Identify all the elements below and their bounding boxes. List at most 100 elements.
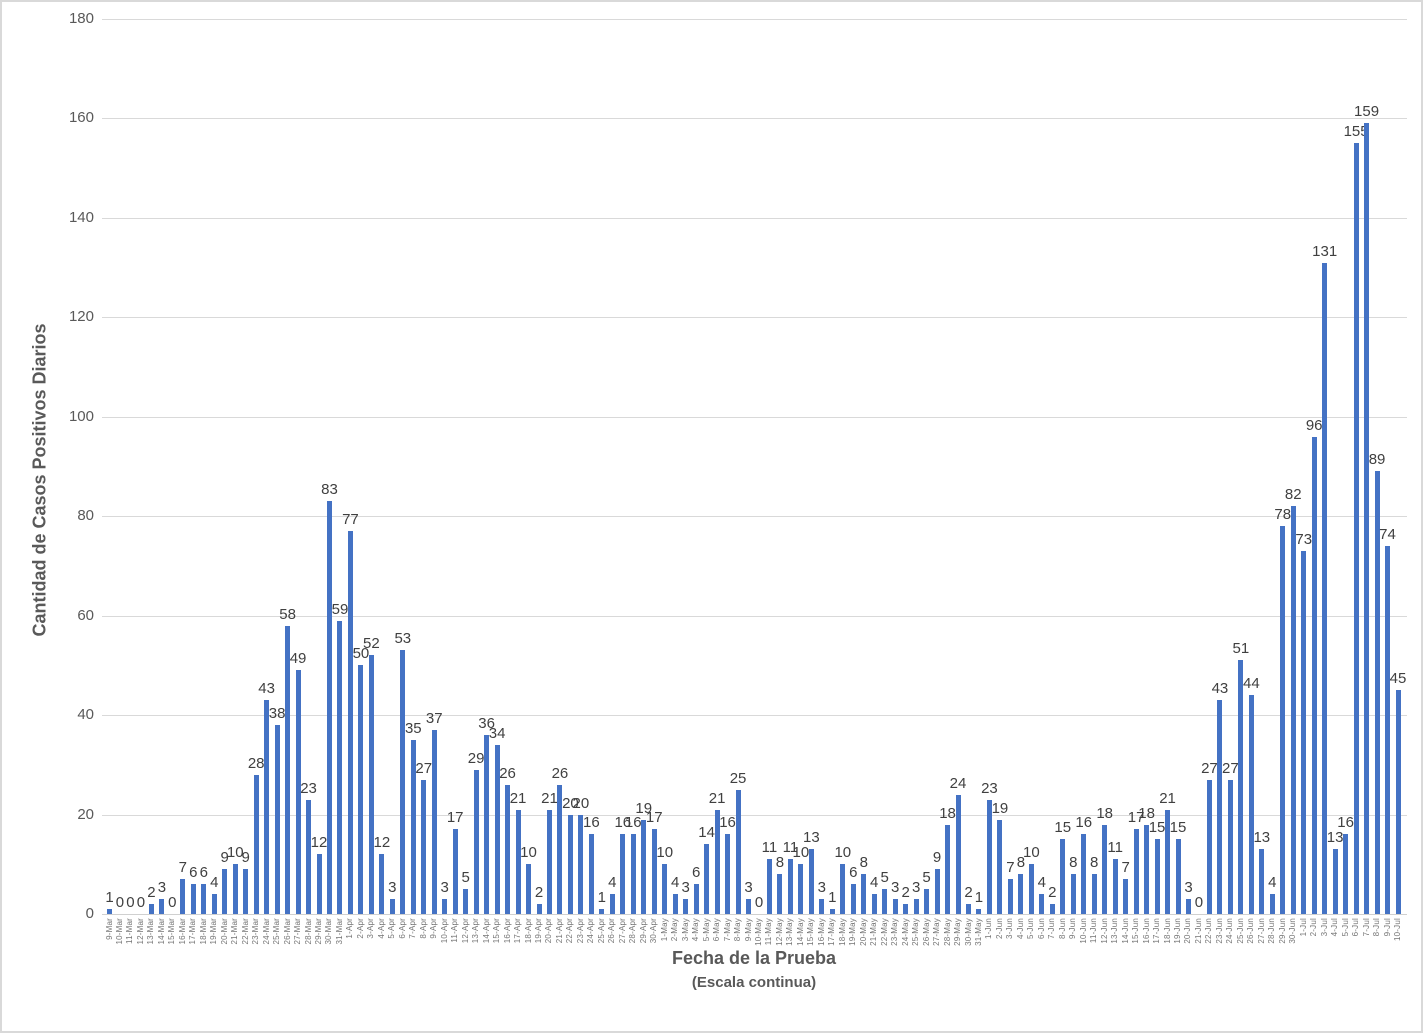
bar-value-label: 10 [226, 844, 244, 862]
x-tick-label: 24-May [900, 918, 910, 946]
bar-value-label: 37 [425, 710, 443, 728]
bar-value-label: 24 [949, 774, 967, 792]
bar-value-label: 20 [562, 794, 579, 812]
x-tick-label: 17-Mar [188, 918, 198, 945]
x-tick-label: 14-May [795, 918, 805, 946]
x-tick-label: 20-Apr [544, 918, 554, 944]
bar [473, 769, 479, 914]
bar [1206, 779, 1212, 914]
bar [1123, 879, 1129, 914]
x-tick-label: 14-Mar [156, 918, 166, 945]
bar-value-label: 5 [880, 869, 889, 887]
bar-value-label: 4 [210, 874, 219, 892]
bar-value-label: 4 [1037, 874, 1046, 892]
y-axis-title: Cantidad de Casos Positivos Diarios [29, 323, 50, 637]
bar-value-label: 21 [509, 789, 527, 807]
x-tick-label: 12-Jun [1099, 918, 1109, 944]
bar [494, 744, 500, 914]
bar [180, 879, 186, 914]
x-tick-label: 1-Apr [345, 918, 355, 939]
bar [347, 531, 353, 914]
bar [1238, 660, 1244, 914]
bar [148, 904, 154, 914]
x-axis-subtitle: (Escala continua) [691, 974, 817, 991]
bar [693, 884, 699, 914]
bar [892, 899, 898, 914]
x-tick-label: 27-May [932, 918, 942, 946]
bar-value-label: 58 [279, 605, 296, 623]
bar-value-label: 18 [1096, 804, 1114, 822]
bar-value-label: 23 [981, 779, 998, 797]
bar [1007, 879, 1013, 914]
bar [222, 869, 228, 914]
bar [861, 874, 867, 914]
x-tick-label: 28-Mar [303, 918, 313, 945]
bar-value-label: 9 [241, 849, 250, 867]
bar-value-label: 8 [775, 854, 785, 872]
gridline [102, 815, 1407, 816]
bar [609, 894, 615, 914]
bar-value-label: 17 [446, 809, 464, 827]
x-tick-label: 18-Mar [198, 918, 208, 945]
x-tick-label: 3-Apr [366, 918, 376, 939]
x-tick-label: 15-May [806, 918, 816, 946]
y-tick-label: 120 [68, 308, 94, 325]
bar-value-label: 16 [1075, 814, 1093, 832]
x-tick-label: 27-Apr [617, 918, 627, 944]
bar-value-label: 13 [1326, 829, 1344, 847]
bar-value-label: 3 [681, 879, 690, 897]
x-tick-label: 4-Apr [376, 918, 386, 939]
x-tick-label: 29-Apr [638, 918, 648, 944]
x-tick-label: 7-Apr [408, 918, 418, 939]
x-tick-label: 14-Jun [1120, 918, 1130, 944]
bar [588, 834, 594, 914]
x-tick-label: 30-Jun [1288, 918, 1298, 944]
x-tick-label: 8-Jun [1057, 918, 1067, 940]
bar [704, 844, 710, 914]
x-tick-label: 6-May [712, 918, 722, 942]
bar [1301, 551, 1307, 914]
bar [986, 799, 992, 914]
bar [1248, 695, 1254, 914]
bar [515, 809, 521, 914]
bar-value-label: 78 [1274, 506, 1292, 524]
bar-value-label: 0 [754, 894, 764, 911]
x-tick-label: 12-Mar [135, 918, 145, 945]
x-tick-label: 30-Apr [649, 918, 659, 944]
bar-value-label: 159 [1354, 103, 1380, 121]
x-tick-label: 31-May [973, 918, 983, 946]
bar [641, 819, 647, 914]
x-tick-label: 15-Mar [167, 918, 177, 945]
x-tick-label: 19-Jun [1173, 918, 1182, 944]
y-tick-label: 80 [77, 507, 94, 524]
x-tick-label: 25-Apr [596, 918, 606, 944]
bar-value-label: 10 [1023, 844, 1040, 862]
x-tick-label: 18-May [837, 918, 847, 946]
y-tick-label: 180 [68, 10, 94, 27]
x-tick-label: 20-Jun [1183, 918, 1193, 944]
bar-value-label: 45 [1389, 670, 1407, 688]
x-tick-label: 11-May [764, 918, 774, 946]
bar [1269, 894, 1275, 914]
bar [285, 625, 291, 914]
bar [1311, 436, 1317, 914]
bar [368, 655, 374, 914]
x-tick-label: 13-Mar [146, 918, 156, 945]
bar [253, 774, 259, 914]
bar-value-label: 96 [1305, 416, 1323, 434]
bar [410, 739, 416, 914]
x-tick-label: 19-Mar [209, 918, 219, 945]
x-tick-label: 10-Jul [1393, 918, 1402, 941]
bar [913, 899, 919, 914]
x-tick-label: 30-May [963, 918, 973, 946]
bar [1112, 859, 1118, 914]
bar-value-label: 82 [1284, 486, 1302, 504]
x-tick-label: 11-Jun [1089, 918, 1099, 944]
bar-value-label: 19 [991, 799, 1009, 817]
bar-value-label: 0 [136, 894, 146, 911]
x-tick-label: 12-Apr [460, 918, 470, 944]
bar-value-label: 4 [870, 874, 879, 892]
y-tick-label: 60 [77, 607, 94, 624]
x-tick-label: 21-Mar [230, 918, 240, 945]
bar-value-label: 3 [890, 879, 900, 897]
